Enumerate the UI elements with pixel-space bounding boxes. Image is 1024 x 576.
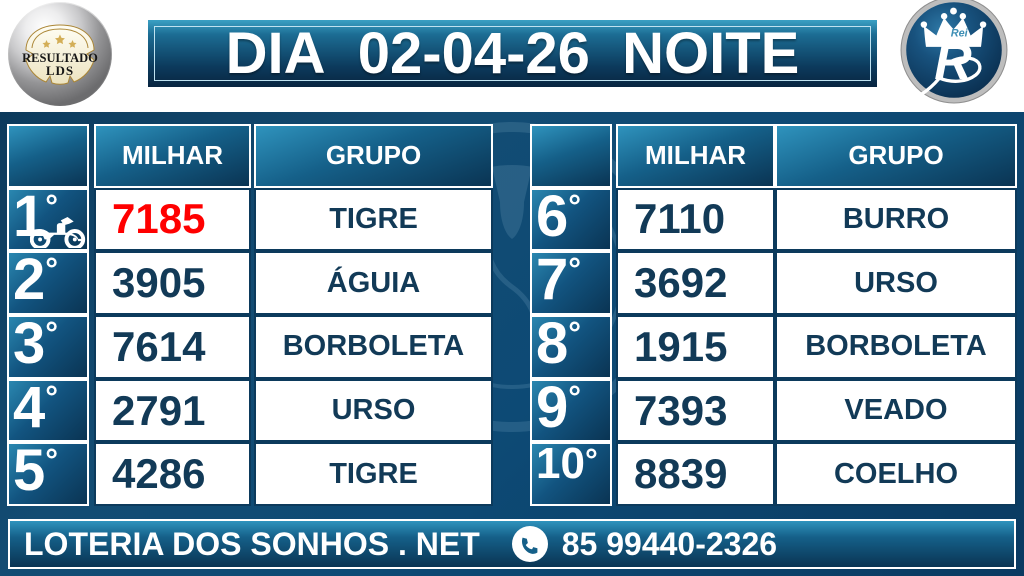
svg-text:LDS: LDS: [46, 63, 74, 78]
svg-text:R: R: [934, 33, 972, 91]
